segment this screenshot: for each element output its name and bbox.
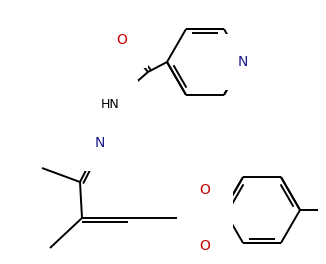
Text: O: O	[200, 183, 211, 197]
Text: N: N	[95, 136, 105, 150]
Text: O: O	[117, 33, 127, 47]
Text: O: O	[200, 239, 211, 253]
Text: O: O	[200, 183, 211, 197]
Text: S: S	[200, 210, 210, 225]
Text: HN: HN	[101, 98, 119, 111]
Text: N: N	[95, 136, 105, 150]
Text: O: O	[200, 239, 211, 253]
Text: HN: HN	[101, 98, 119, 111]
Text: S: S	[200, 210, 210, 225]
Text: O: O	[117, 33, 127, 47]
Text: N: N	[238, 55, 248, 69]
Text: N: N	[238, 55, 248, 69]
